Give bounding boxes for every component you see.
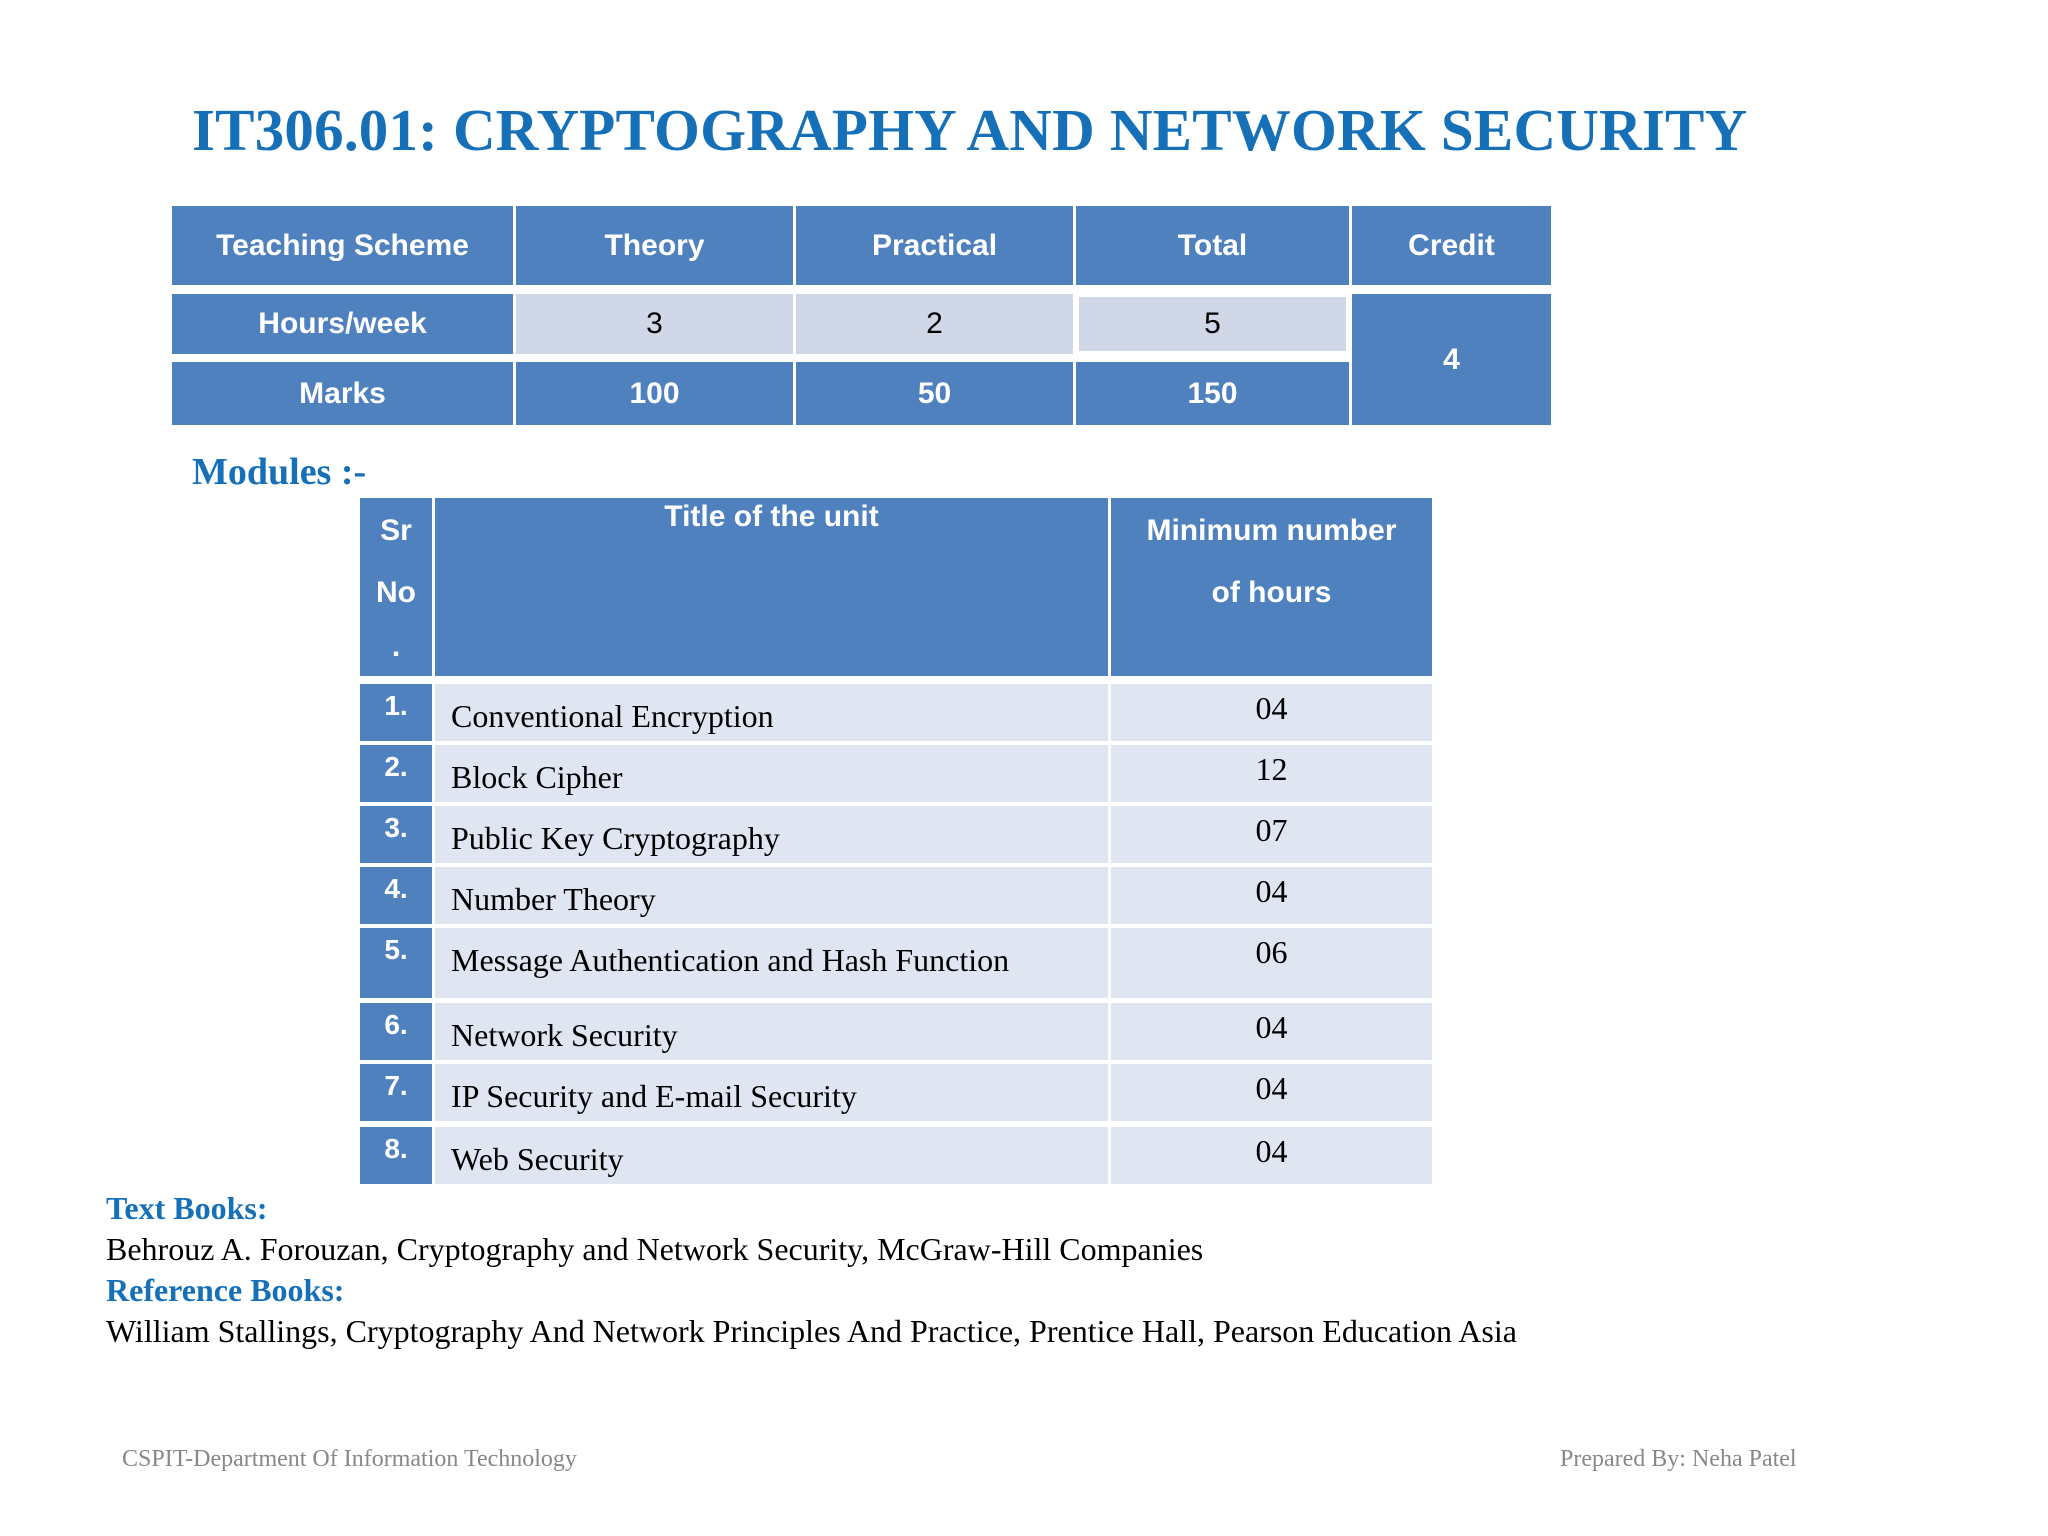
module-row-hours: 06 [1111, 928, 1432, 998]
total-marks: 150 [1076, 362, 1349, 425]
module-row-number: 7. [360, 1064, 432, 1121]
modules-heading: Modules :- [192, 451, 367, 493]
row-label-hours-week: Hours/week [172, 294, 513, 354]
theory-hours: 3 [516, 294, 793, 354]
header-practical: Practical [796, 206, 1073, 285]
module-row-number: 4. [360, 867, 432, 924]
practical-marks: 50 [796, 362, 1073, 425]
module-row-hours: 04 [1111, 1064, 1432, 1121]
header-hours-line1: Minimum number [1146, 514, 1397, 547]
header-credit: Credit [1352, 206, 1551, 285]
credit-value: 4 [1352, 294, 1551, 425]
footer-author: Prepared By: Neha Patel [1560, 1446, 1797, 1472]
page-title: IT306.01: CRYPTOGRAPHY AND NETWORK SECUR… [192, 97, 1748, 163]
module-row-number: 1. [360, 684, 432, 741]
header-sr-no: Sr No . [360, 498, 432, 676]
header-hours-line2: of hours [1211, 576, 1332, 609]
total-hours: 5 [1076, 294, 1349, 354]
module-row-hours: 04 [1111, 867, 1432, 924]
module-row-title: Network Security [435, 1003, 1108, 1060]
header-theory: Theory [516, 206, 793, 285]
module-row-number: 3. [360, 806, 432, 863]
header-title-text: Title of the unit [664, 500, 879, 533]
module-row-title: Public Key Cryptography [435, 806, 1108, 863]
module-row-number: 2. [360, 745, 432, 802]
text-books-heading: Text Books: [106, 1190, 268, 1226]
module-row-number: 8. [360, 1127, 432, 1184]
module-row-hours: 04 [1111, 1003, 1432, 1060]
module-row-title: IP Security and E-mail Security [435, 1064, 1108, 1121]
reference-book-item: William Stallings, Cryptography And Netw… [106, 1313, 1517, 1349]
module-row-hours: 04 [1111, 1127, 1432, 1184]
module-row-title: Number Theory [435, 867, 1108, 924]
module-row-number: 6. [360, 1003, 432, 1060]
header-minimum-hours: Minimum number of hours [1111, 498, 1432, 676]
row-label-marks: Marks [172, 362, 513, 425]
text-book-item: Behrouz A. Forouzan, Cryptography and Ne… [106, 1231, 1204, 1267]
header-sr-line2: No [376, 576, 416, 609]
module-row-title: Conventional Encryption [435, 684, 1108, 741]
module-row-hours: 04 [1111, 684, 1432, 741]
module-row-title: Block Cipher [435, 745, 1108, 802]
reference-books-heading: Reference Books: [106, 1272, 345, 1308]
module-row-hours: 07 [1111, 806, 1432, 863]
practical-hours: 2 [796, 294, 1073, 354]
footer-department: CSPIT-Department Of Information Technolo… [122, 1446, 577, 1472]
header-total: Total [1076, 206, 1349, 285]
header-sr-line1: Sr [380, 514, 412, 547]
header-title-of-unit: Title of the unit [435, 498, 1108, 676]
theory-marks: 100 [516, 362, 793, 425]
module-row-title: Message Authentication and Hash Function [435, 928, 1108, 998]
module-row-hours: 12 [1111, 745, 1432, 802]
module-row-title: Web Security [435, 1127, 1108, 1184]
header-sr-line3: . [391, 630, 401, 663]
header-teaching-scheme: Teaching Scheme [172, 206, 513, 285]
module-row-number: 5. [360, 928, 432, 998]
